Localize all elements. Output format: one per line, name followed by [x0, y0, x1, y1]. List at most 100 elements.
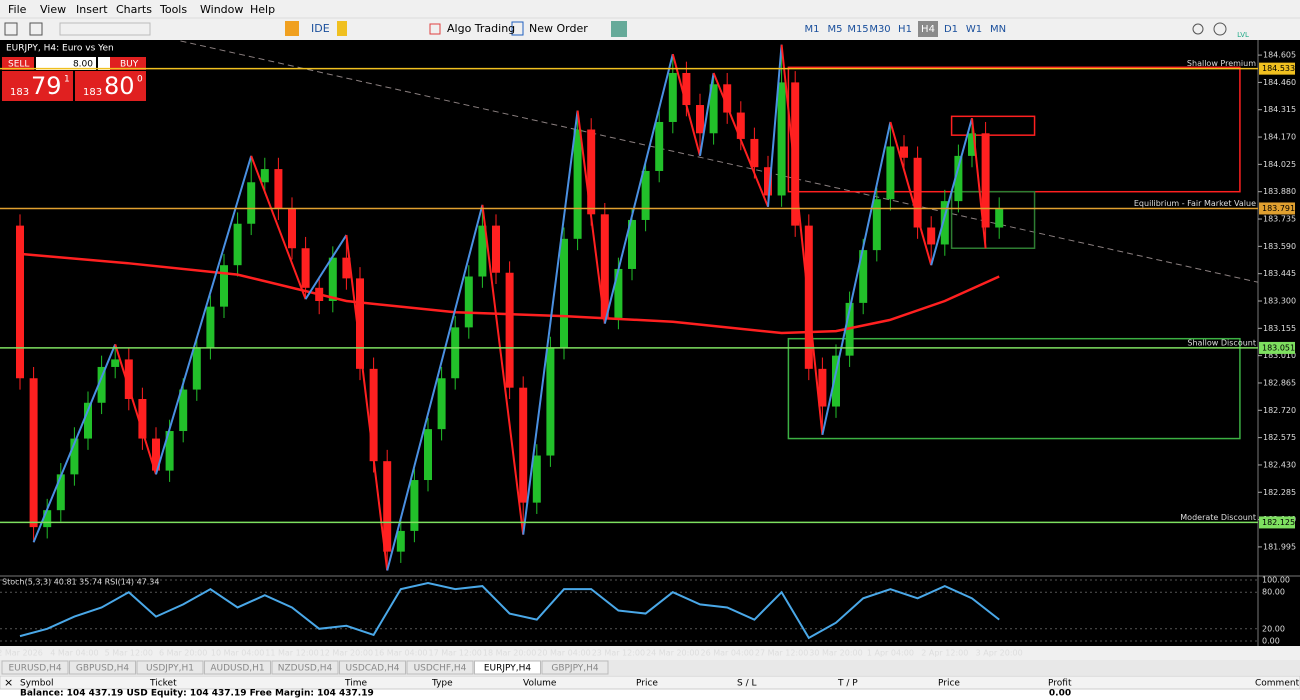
ide-button[interactable]: IDE — [311, 22, 330, 35]
timeframe[interactable]: D1 — [944, 24, 958, 35]
column-header[interactable]: Volume — [523, 679, 557, 689]
icon[interactable] — [611, 21, 627, 37]
y-tick-label: 184.460 — [1263, 78, 1296, 87]
symbol-tab[interactable] — [339, 660, 406, 675]
timeframe[interactable]: MN — [990, 24, 1006, 35]
column-header[interactable]: Ticket — [149, 679, 177, 689]
column-header[interactable]: Time — [344, 679, 367, 689]
candle-body — [655, 121, 664, 171]
candle-body — [519, 387, 528, 503]
y-tick-label: 182.285 — [1263, 488, 1296, 497]
sell-price[interactable] — [2, 71, 73, 101]
column-header[interactable]: Price — [938, 679, 960, 689]
price-tag-label: 183.791 — [1262, 204, 1295, 213]
algo-trading-button[interactable]: Algo Trading — [447, 22, 515, 35]
timeframe[interactable]: M5 — [828, 24, 843, 35]
column-header[interactable]: Type — [431, 679, 453, 689]
volume-down[interactable] — [36, 57, 48, 70]
symbol-tab-label[interactable]: EURJPY,H4 — [484, 664, 532, 674]
symbol-tab[interactable] — [474, 660, 541, 675]
x-tick-label: 16 Mar 04:00 — [374, 649, 427, 658]
candle-body — [396, 530, 405, 552]
column-header[interactable]: Price — [636, 679, 658, 689]
candle-body — [437, 378, 446, 430]
candle-body — [600, 214, 609, 318]
timeframe[interactable]: M15 — [847, 24, 868, 35]
symbol-tab[interactable] — [406, 660, 474, 675]
zigzag-segment — [522, 110, 579, 535]
plot-area — [16, 40, 1258, 571]
volume-up[interactable] — [98, 57, 110, 70]
search[interactable] — [1192, 23, 1204, 35]
symbol-tab-label[interactable]: USDCAD,H4 — [346, 664, 400, 674]
menu-item[interactable]: Help — [250, 3, 275, 16]
timeframe[interactable]: W1 — [966, 24, 982, 35]
candle-body — [165, 431, 174, 471]
symbol-tab[interactable] — [541, 660, 609, 675]
x-tick-label: 23 Mar 12:00 — [592, 649, 645, 658]
close-terminal[interactable]: × — [4, 676, 13, 689]
column-header[interactable]: Comment — [1255, 679, 1300, 689]
menu-item[interactable]: Insert — [76, 3, 108, 16]
x-tick-label: 12 Mar 20:00 — [320, 649, 373, 658]
x-tick-label: 26 Mar 04:00 — [700, 649, 753, 658]
icon[interactable] — [511, 21, 524, 36]
volume-value[interactable]: 8.00 — [73, 60, 93, 70]
candle-body — [968, 133, 976, 156]
timeframe[interactable]: M1 — [805, 24, 820, 35]
symbol-tab-label[interactable]: EURUSD,H4 — [8, 664, 61, 674]
sell-label[interactable]: SELL — [8, 60, 29, 70]
price-tag — [1259, 202, 1295, 215]
ask-point: 0 — [137, 75, 143, 85]
menu-item[interactable]: Charts — [116, 3, 152, 16]
account[interactable] — [1213, 22, 1227, 36]
column-header[interactable]: Profit — [1048, 679, 1072, 689]
toolbar-icons — [4, 21, 1227, 37]
sell-button[interactable] — [2, 57, 34, 70]
indicator-tick-label: 80.00 — [1262, 588, 1285, 597]
zigzag-segment — [386, 204, 484, 571]
timeframe[interactable]: H1 — [898, 24, 912, 35]
timeframe[interactable]: M30 — [869, 24, 890, 35]
menu-item[interactable]: File — [8, 3, 27, 16]
new-order-button[interactable]: New Order — [529, 22, 588, 35]
symbol-tab[interactable] — [136, 660, 204, 675]
x-tick-label: 6 Mar 20:00 — [159, 649, 207, 658]
symbol-tab-label[interactable]: USDCHF,H4 — [414, 664, 467, 674]
column-header[interactable]: T / P — [837, 679, 858, 689]
toolbar-bg — [0, 0, 1300, 40]
icon[interactable] — [285, 21, 299, 36]
icon[interactable] — [337, 21, 347, 36]
symbol-tab-label[interactable]: NZDUSD,H4 — [278, 664, 333, 674]
buy-label[interactable]: BUY — [120, 60, 139, 70]
menu-item[interactable]: View — [40, 3, 66, 16]
symbol-tab[interactable] — [1, 660, 69, 675]
icon[interactable] — [29, 22, 43, 36]
timeframe[interactable]: H4 — [921, 24, 935, 35]
candle-body — [492, 225, 500, 273]
column-header[interactable]: S / L — [737, 679, 756, 689]
terminal-header — [0, 675, 1300, 690]
symbol-tab-label[interactable]: GBPUSD,H4 — [76, 664, 129, 674]
icon[interactable] — [4, 22, 18, 36]
icon[interactable] — [429, 23, 441, 35]
price-tag — [1259, 341, 1295, 354]
volume-input[interactable] — [48, 57, 96, 70]
icon[interactable] — [59, 22, 151, 36]
symbol-tab-label[interactable]: AUDUSD,H1 — [210, 664, 264, 674]
symbol-tab-label[interactable]: GBPJPY,H4 — [551, 664, 599, 674]
buy-button[interactable] — [110, 57, 146, 70]
candle-body — [872, 199, 881, 251]
symbol-tab[interactable] — [271, 660, 339, 675]
candle-body — [328, 257, 337, 301]
symbol-tab[interactable] — [204, 660, 271, 675]
symbol-tab[interactable] — [69, 660, 136, 675]
symbol-tab-label[interactable]: USDJPY,H1 — [146, 664, 194, 674]
menu-item[interactable]: Window — [200, 3, 243, 16]
candle-body — [111, 359, 120, 367]
x-tick-label: 1 Apr 04:00 — [867, 649, 914, 658]
buy-price[interactable] — [75, 71, 146, 101]
menu-item[interactable]: Tools — [159, 3, 187, 16]
column-header[interactable]: Symbol — [20, 679, 54, 689]
candle-body — [791, 82, 800, 226]
